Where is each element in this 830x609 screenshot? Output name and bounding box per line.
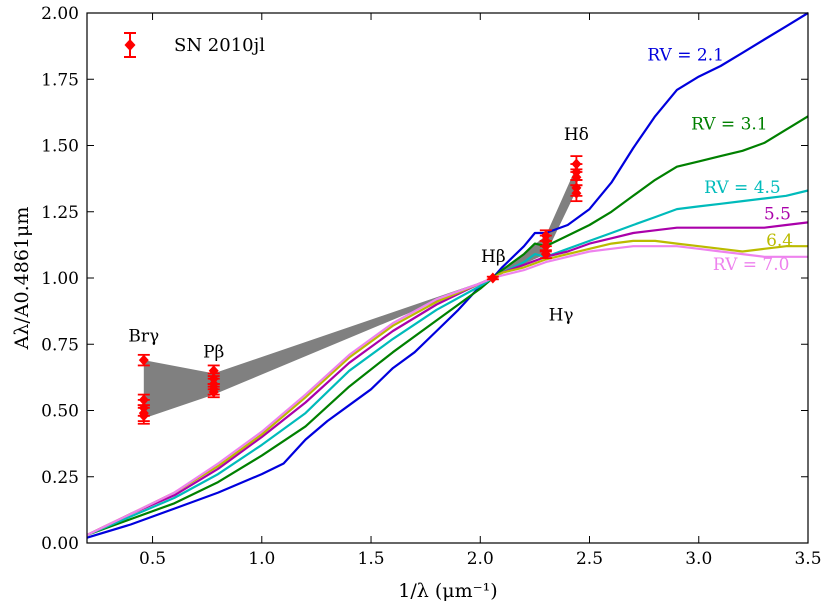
data-point-9 xyxy=(207,385,220,399)
y-tick-label: 0.75 xyxy=(41,335,79,355)
x-tick-label: 3.0 xyxy=(685,549,712,569)
legend-marker xyxy=(124,39,136,51)
x-tick-label: 1.0 xyxy=(248,549,275,569)
diamond-marker xyxy=(540,248,551,260)
data-point-0 xyxy=(137,353,150,367)
data-point-19 xyxy=(570,184,583,203)
points-layer xyxy=(137,155,583,425)
y-axis-title: Aλ/A0.4861μm xyxy=(11,207,33,351)
plot-area xyxy=(87,13,808,543)
shaded-band-0 xyxy=(143,166,577,419)
annotation-10: RV = 7.0 xyxy=(713,255,790,275)
legend-label: SN 2010jl xyxy=(174,35,265,56)
data-point-4 xyxy=(137,406,150,425)
diamond-marker xyxy=(208,386,219,398)
diamond-marker xyxy=(138,354,149,366)
series-layer xyxy=(86,12,809,539)
data-point-10 xyxy=(486,272,499,284)
diamond-marker xyxy=(571,187,582,199)
annotation-3: Hγ xyxy=(549,305,574,325)
y-tick-label: 0.00 xyxy=(41,534,79,554)
series-line-5 xyxy=(86,245,808,536)
series-line-4 xyxy=(86,239,808,536)
data-point-14 xyxy=(539,248,552,260)
x-tick-label: 0.5 xyxy=(139,549,166,569)
x-axis-title: 1/λ (μm⁻¹) xyxy=(398,580,497,602)
data-point-13 xyxy=(539,239,552,253)
tick-layer: 0.5 1.0 1.5 2.0 2.5 3.0 3.5 0.00 0.25 0.50 0.75 1.0… xyxy=(41,4,821,569)
annotation-9: 6.4 xyxy=(766,231,793,251)
y-tick-label: 1.00 xyxy=(41,269,79,289)
x-tick-label: 2.5 xyxy=(576,549,603,569)
series-line-2 xyxy=(86,189,809,537)
annotation-2: Hβ xyxy=(481,247,506,267)
x-tick-label: 3.5 xyxy=(794,549,821,569)
x-tick-label: 1.5 xyxy=(358,549,385,569)
annotation-0: Brγ xyxy=(128,327,159,347)
x-tick-label: 2.0 xyxy=(467,549,494,569)
annotation-6: RV = 3.1 xyxy=(691,115,768,135)
diamond-marker xyxy=(487,272,498,284)
annotation-8: 5.5 xyxy=(764,205,791,225)
y-tick-label: 1.75 xyxy=(41,70,79,90)
y-tick-label: 1.50 xyxy=(41,137,79,157)
band-layer xyxy=(143,166,577,419)
legend: SN 2010jl xyxy=(124,32,265,58)
diamond-marker xyxy=(540,240,551,252)
annotation-4: Hδ xyxy=(564,125,589,145)
annotation-7: RV = 4.5 xyxy=(704,178,781,198)
y-tick-label: 0.50 xyxy=(41,402,79,422)
series-line-3 xyxy=(86,221,809,536)
y-tick-label: 1.25 xyxy=(41,203,79,223)
diamond-marker xyxy=(138,410,149,422)
annotation-layer: Brγ Pβ Hβ Hγ Hδ RV = 2.1 RV = 3.1 RV = 4.5 5.5 6.… xyxy=(128,46,793,363)
y-tick-label: 2.00 xyxy=(41,4,79,24)
y-tick-label: 0.25 xyxy=(41,468,79,488)
annotation-1: Pβ xyxy=(203,343,224,363)
annotation-5: RV = 2.1 xyxy=(647,46,724,66)
series-line-1 xyxy=(86,115,809,537)
